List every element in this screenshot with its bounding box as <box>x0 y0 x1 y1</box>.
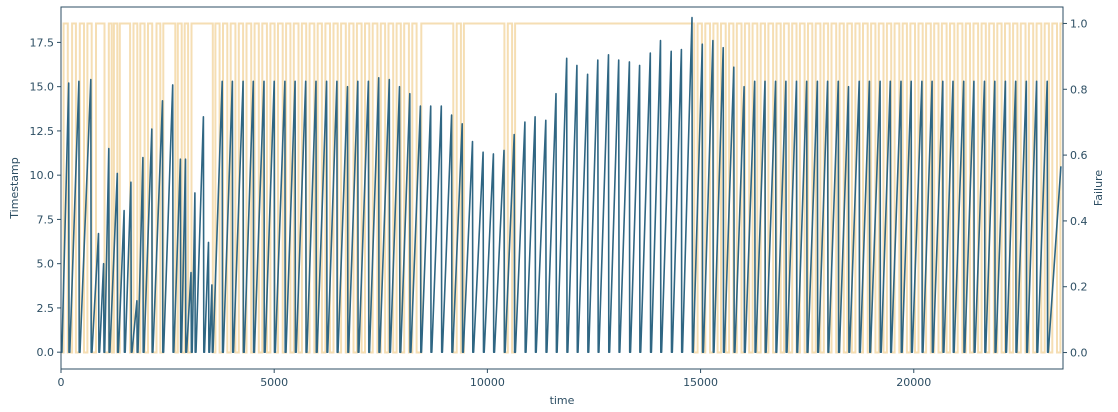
y-tick-label: 5.0 <box>37 258 55 271</box>
y-tick-label: 0.0 <box>37 346 55 359</box>
timestamp-line <box>61 16 1062 353</box>
failure-line <box>61 22 1063 354</box>
failure-series <box>61 22 1063 354</box>
y-axis-left: 0.0 2.5 5.0 7.5 10.0 12.5 15.0 17.5 <box>30 36 61 359</box>
x-tick-label: 15000 <box>683 376 718 389</box>
y-tick-label: 15.0 <box>30 81 55 94</box>
x-tick-label: 20000 <box>896 376 931 389</box>
y-tick-label: 7.5 <box>37 213 55 226</box>
y2-tick-label: 0.8 <box>1070 83 1088 96</box>
x-axis-label: time <box>550 394 575 407</box>
y-axis-right: 0.0 0.2 0.4 0.6 0.8 1.0 <box>1063 17 1088 360</box>
x-axis: 0 5000 10000 15000 20000 <box>58 369 931 389</box>
y2-tick-label: 0.2 <box>1070 281 1088 294</box>
y2-tick-label: 0.4 <box>1070 215 1088 228</box>
x-tick-label: 5000 <box>260 376 288 389</box>
y2-tick-label: 1.0 <box>1070 17 1088 30</box>
y2-tick-label: 0.6 <box>1070 149 1088 162</box>
y2-axis-label: Failure <box>1092 170 1105 206</box>
y-axis-label: Timestamp <box>8 157 21 219</box>
timestamp-series <box>61 16 1062 353</box>
y-tick-label: 12.5 <box>30 125 55 138</box>
y2-tick-label: 0.0 <box>1070 347 1088 360</box>
y-tick-label: 10.0 <box>30 169 55 182</box>
plot-frame <box>60 6 1064 370</box>
x-tick-label: 10000 <box>470 376 505 389</box>
y-tick-label: 17.5 <box>30 36 55 49</box>
x-tick-label: 0 <box>58 376 65 389</box>
y-tick-label: 2.5 <box>37 302 55 315</box>
